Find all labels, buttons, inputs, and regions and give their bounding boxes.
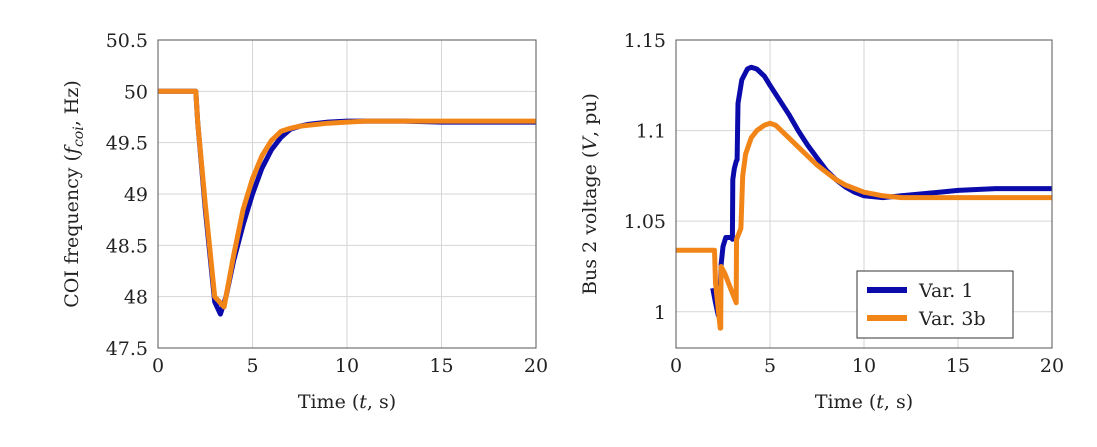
- plot-frame: [675, 39, 1053, 349]
- x-tick-labels: 0 5 10 15 20: [152, 355, 548, 377]
- legend-label-var1: Var. 1: [918, 280, 973, 302]
- y-tick-labels: 1 1.05 1.1 1.15: [624, 30, 666, 324]
- y-axis-label: Bus 2 voltage (V, pu): [579, 93, 601, 295]
- y-tick-labels: 47.5 48 48.5 49 49.5 50 50.5: [106, 30, 148, 360]
- y-tick-label: 49: [124, 184, 148, 206]
- x-tick-label: 10: [335, 355, 359, 377]
- y-tick-label: 49.5: [106, 133, 148, 155]
- series-lines: [676, 64, 1052, 331]
- plot-frame: [157, 39, 537, 349]
- y-tick-label: 50.5: [106, 30, 148, 52]
- series-lines: [158, 88, 536, 317]
- x-tick-label: 15: [946, 355, 970, 377]
- series-line-var-3b: [158, 88, 536, 310]
- y-tick-label: 48: [124, 287, 148, 309]
- x-tick-label: 15: [429, 355, 453, 377]
- y-tick-label: 1.15: [624, 30, 666, 52]
- chart-bus2-voltage: 0 5 10 15 20 1 1.05 1.1 1.15 Time (t, s) Bus 2 …: [579, 30, 1064, 413]
- x-tick-label: 0: [670, 355, 682, 377]
- chart-coi-frequency: 0 5 10 15 20 47.5 48 48.5 49 49.5 50 50.5 Time (t,…: [61, 30, 548, 413]
- legend: Var. 1 Var. 3b: [856, 270, 1014, 339]
- x-tick-label: 20: [1040, 355, 1064, 377]
- series-line-var-3b: [676, 120, 1052, 331]
- x-tick-label: 0: [152, 355, 164, 377]
- y-tick-label: 1: [654, 302, 666, 324]
- legend-box: [856, 270, 1014, 339]
- y-tick-label: 1.1: [636, 121, 666, 143]
- y-axis-label: COI frequency (fcoi, Hz): [61, 80, 87, 308]
- x-tick-label: 5: [246, 355, 258, 377]
- legend-label-var3b: Var. 3b: [918, 308, 986, 330]
- y-tick-label: 47.5: [106, 338, 148, 360]
- x-tick-label: 10: [852, 355, 876, 377]
- x-axis-label: Time (t, s): [298, 391, 396, 413]
- y-tick-label: 50: [124, 81, 148, 103]
- x-axis-label: Time (t, s): [815, 391, 913, 413]
- y-tick-label: 1.05: [624, 211, 666, 233]
- x-tick-label: 20: [524, 355, 548, 377]
- y-tick-label: 48.5: [106, 235, 148, 257]
- x-tick-labels: 0 5 10 15 20: [670, 355, 1064, 377]
- x-tick-label: 5: [764, 355, 776, 377]
